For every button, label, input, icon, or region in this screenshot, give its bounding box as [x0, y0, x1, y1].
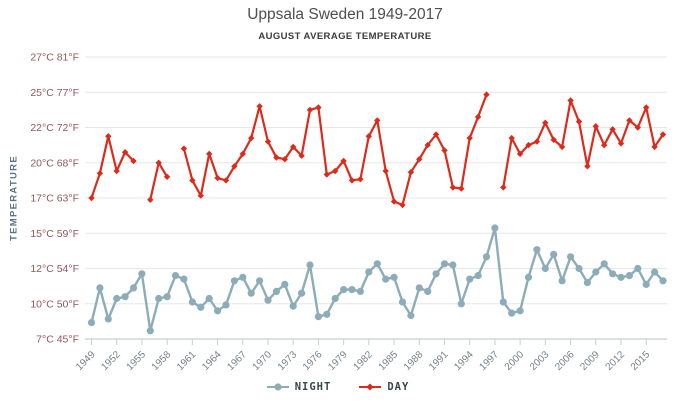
svg-text:2012: 2012 [604, 349, 628, 373]
svg-text:17°C 63°F: 17°C 63°F [30, 193, 79, 205]
svg-text:2000: 2000 [503, 349, 527, 373]
svg-text:1985: 1985 [377, 349, 401, 373]
chart-subtitle: AUGUST AVERAGE TEMPERATURE [258, 31, 432, 42]
svg-text:1991: 1991 [427, 349, 451, 373]
svg-text:1979: 1979 [326, 349, 350, 373]
svg-text:1997: 1997 [478, 349, 502, 373]
svg-text:25°C 77°F: 25°C 77°F [30, 87, 79, 99]
legend-label-night: NIGHT [294, 381, 332, 393]
svg-text:10°C 50°F: 10°C 50°F [30, 298, 79, 310]
legend-item-night[interactable]: NIGHT [266, 381, 332, 393]
svg-text:2003: 2003 [528, 349, 552, 373]
svg-text:2015: 2015 [629, 349, 653, 373]
svg-text:1961: 1961 [175, 349, 199, 373]
svg-text:1973: 1973 [276, 349, 300, 373]
svg-text:1994: 1994 [452, 349, 476, 373]
legend-label-day: DAY [387, 381, 410, 393]
svg-text:22°C 72°F: 22°C 72°F [30, 122, 79, 134]
svg-text:1964: 1964 [200, 349, 224, 373]
svg-text:1982: 1982 [351, 349, 375, 373]
legend: NIGHT DAY [0, 381, 676, 393]
svg-text:20°C 68°F: 20°C 68°F [30, 157, 79, 169]
svg-text:2006: 2006 [553, 349, 577, 373]
svg-text:1949: 1949 [74, 349, 98, 373]
svg-text:1970: 1970 [251, 349, 275, 373]
svg-text:1967: 1967 [225, 349, 249, 373]
svg-text:1958: 1958 [150, 349, 174, 373]
chart-title: Uppsala Sweden 1949-2017 [247, 6, 443, 23]
day-series-marker-icon [359, 383, 382, 391]
svg-text:27°C 81°F: 27°C 81°F [30, 52, 79, 64]
legend-item-day[interactable]: DAY [359, 381, 409, 393]
svg-text:1955: 1955 [125, 349, 149, 373]
svg-text:1988: 1988 [402, 349, 426, 373]
svg-text:2009: 2009 [578, 349, 602, 373]
svg-text:15°C 59°F: 15°C 59°F [30, 228, 79, 240]
svg-text:7°C 45°F: 7°C 45°F [36, 334, 79, 346]
svg-text:1952: 1952 [99, 349, 123, 373]
svg-text:12°C 54°F: 12°C 54°F [30, 263, 79, 275]
night-series-marker-icon [266, 383, 289, 391]
svg-text:1976: 1976 [301, 349, 325, 373]
